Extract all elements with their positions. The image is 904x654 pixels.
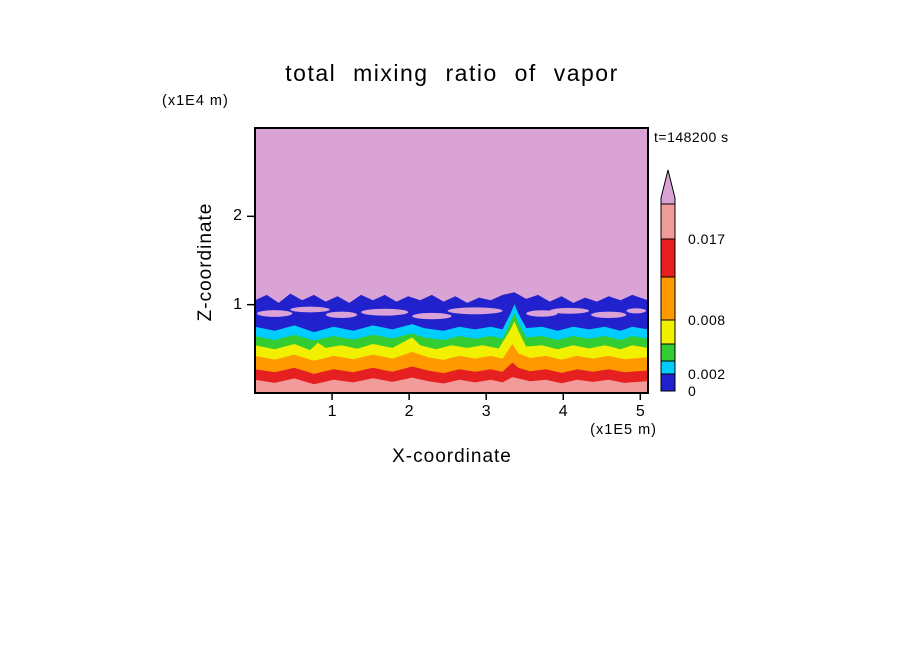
y-axis-unit: (x1E4 m) [162, 93, 229, 109]
colorbar-label: 0.002 [688, 366, 726, 382]
colorbar-label: 0.017 [688, 231, 726, 247]
x-tick-label: 1 [327, 403, 337, 420]
x-tick-label: 5 [635, 403, 645, 420]
chart-title: total mixing ratio of vapor [285, 60, 619, 86]
x-tick-label: 3 [481, 403, 491, 420]
colorbar-label: 0 [688, 383, 697, 399]
time-annotation: t=148200 s [654, 129, 729, 145]
x-tick-label: 2 [404, 403, 414, 420]
y-axis-label: Z-coordinate [195, 202, 216, 322]
x-axis-label: X-coordinate [392, 446, 512, 467]
y-tick-label: 1 [233, 295, 242, 313]
x-axis-unit: (x1E5 m) [590, 422, 657, 438]
colorbar-label: 0.008 [688, 312, 726, 328]
y-tick-label: 2 [233, 207, 242, 225]
x-tick-label: 4 [558, 403, 568, 420]
